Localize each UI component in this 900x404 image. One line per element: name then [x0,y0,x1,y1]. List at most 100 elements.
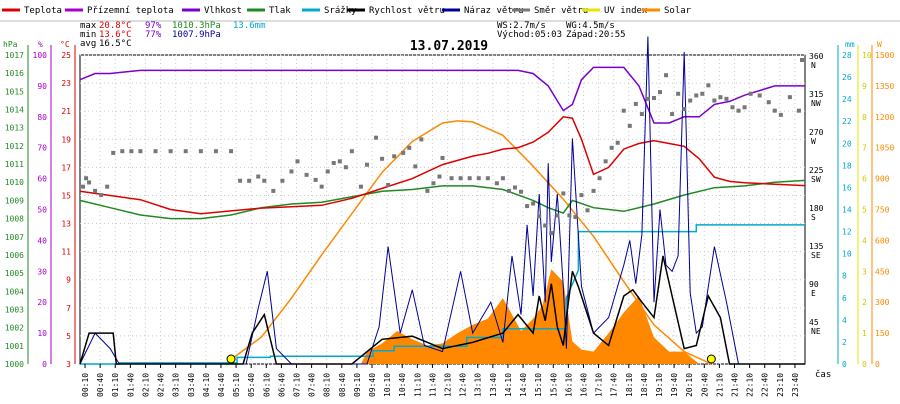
mm-tick: 20 [842,139,852,148]
dir-tick: 45 [809,318,819,327]
wind-dir-point [627,123,632,128]
x-tick-label: 23:10 [776,373,785,397]
stat-max-hum: 97% [145,21,162,31]
dir-label: SE [811,251,821,260]
dir-label: N [811,61,816,70]
x-tick-label: 02:40 [157,373,166,397]
temp-axis-tick: 23 [61,79,71,88]
x-tick-label: 06:10 [262,373,271,397]
wind-dir-point [84,176,89,181]
wind-dir-point [280,178,285,183]
wind-dir-point [295,159,300,164]
series-rain [80,224,805,365]
x-tick-label: 02:10 [141,373,150,397]
wind-dir-point [676,91,681,96]
wind-dir-point [670,112,675,117]
wind-dir-point [256,174,261,179]
x-tick-label: 12:40 [459,373,468,397]
w-tick: 150 [875,329,890,338]
series [79,36,806,365]
hpa-axis-tick: 1000 [5,360,24,369]
mm-tick: 28 [842,51,852,60]
wind-dir-point [555,213,560,218]
wind-dir-point [374,135,379,140]
x-tick-label: 07:10 [292,373,301,397]
x-tick-label: 01:40 [126,373,135,397]
info-ws: WS:2.7m/s [497,21,546,31]
wind-dir-point [380,156,385,161]
x-tick-label: 12:10 [444,373,453,397]
wind-dir-point [736,108,741,113]
pct-axis-tick: 60 [37,175,47,184]
wind-dir-point [519,189,524,194]
wind-dir-point [682,106,687,111]
mm-tick: 22 [842,117,852,126]
x-tick-label: 14:40 [519,373,528,397]
wind-dir-point [111,150,116,155]
pct-axis-tick: 30 [37,267,47,276]
x-tick-label: 09:40 [368,373,377,397]
wind-dir-point [198,149,203,154]
wind-dir-point [724,96,729,101]
wind-dir-point [343,165,348,170]
x-tick-label: 22:40 [761,373,770,397]
wind-dir-point [407,145,412,150]
wind-dir-point [694,93,699,98]
wind-dir-point [419,137,424,142]
hpa-axis-tick: 1006 [5,251,24,260]
legend-label: Rychlost větru [369,6,445,16]
x-axis: 00:10 00:40 01:10 01:40 02:10 02:40 03:10 03:40… [81,364,800,397]
uv-marker [706,354,716,364]
pct-axis-tick: 100 [33,51,48,60]
wind-dir-point [549,231,554,236]
dir-tick: 90 [809,280,819,289]
w-tick: 450 [875,267,890,276]
x-tick-label: 14:10 [504,373,513,397]
dir-tick: 270 [809,128,824,137]
info-sunset: Západ:20:55 [566,30,626,40]
mm-tick: 14 [842,206,852,215]
legend-label: Tlak [269,6,291,16]
wind-dir-point [525,204,530,209]
hpa-axis-tick: 1008 [5,215,24,224]
wind-dir-point [81,184,86,189]
legend-label: Srážky [324,6,357,16]
x-tick-label: 19:10 [655,373,664,397]
mm-tick: 18 [842,161,852,170]
wind-dir-point [748,91,753,96]
x-tick-label: 04:10 [202,373,211,397]
chart-title: 13.07.2019 [410,39,488,54]
wind-dir-point [609,145,614,150]
temp-axis-tick: 19 [61,135,71,144]
wind-dir-point [319,184,324,189]
wind-dir-point [651,96,656,100]
x-tick-label: 08:10 [323,373,332,397]
wind-dir-point [289,169,294,174]
solar-measured-area [360,269,700,364]
hpa-axis-tick: 1012 [5,142,24,151]
wind-dir-point [485,176,490,181]
wind-dir-point [706,83,711,88]
wind-dir-point [349,149,354,154]
x-tick-label: 21:10 [715,373,724,397]
dir-tick: 135 [809,242,824,251]
x-tick-label: 03:10 [172,373,181,397]
wind-dir-point [730,105,735,110]
x-tick-label: 06:40 [277,373,286,397]
ms-tick: 9 [862,82,867,91]
wind-dir-point [615,140,620,145]
wind-dir-point [513,185,517,190]
ms-tick: 7 [862,144,867,153]
w-tick: 1050 [875,144,894,153]
ms-tick: 10 [862,51,872,60]
wind-dir-point [449,176,454,181]
wind-dir-point [120,149,125,154]
temp-axis-tick: 5 [66,332,71,341]
hpa-axis-tick: 1017 [5,51,24,60]
ms-tick: 4 [862,236,867,245]
mm-tick: 24 [842,95,852,104]
x-tick-label: 10:40 [398,373,407,397]
stat-max-rain: 13.6mm [233,21,266,31]
dir-tick: 315 [809,90,824,99]
dir-label: E [811,289,816,298]
